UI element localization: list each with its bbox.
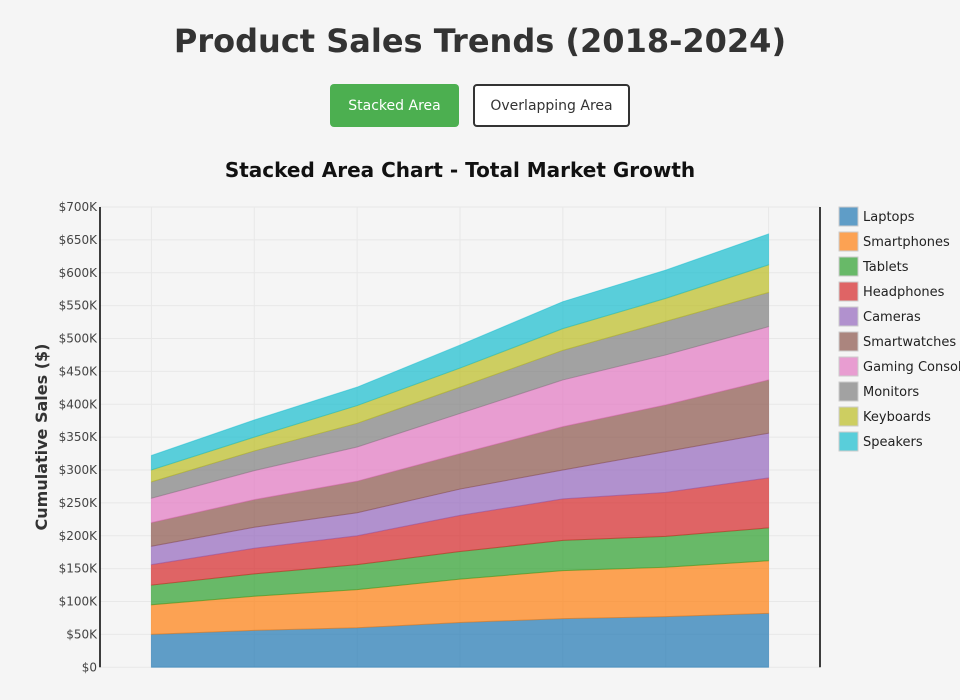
- chart-title: Stacked Area Chart - Total Market Growth: [225, 158, 695, 182]
- y-tick-label: $400K: [59, 397, 99, 411]
- legend-label[interactable]: Headphones: [863, 285, 945, 300]
- y-tick-label: $550K: [59, 299, 99, 313]
- legend-label[interactable]: Monitors: [863, 385, 919, 400]
- y-tick-label: $500K: [59, 332, 99, 346]
- y-tick-label: $50K: [66, 627, 98, 641]
- y-tick-label: $250K: [59, 496, 99, 510]
- legend-swatch: [838, 406, 859, 427]
- y-tick-label: $100K: [59, 595, 99, 609]
- y-tick-label: $700K: [59, 200, 99, 214]
- legend-swatch: [838, 431, 859, 452]
- legend-swatch: [838, 331, 859, 352]
- y-tick-label: $0: [82, 660, 97, 674]
- legend-label[interactable]: Cameras: [863, 310, 921, 325]
- legend-swatch: [838, 231, 859, 252]
- legend-label[interactable]: Tablets: [862, 260, 909, 275]
- legend-swatch: [838, 381, 859, 402]
- legend-swatch: [838, 256, 859, 277]
- area-speakers: [150, 233, 770, 471]
- legend-label[interactable]: Laptops: [863, 210, 915, 225]
- y-tick-label: $200K: [59, 529, 99, 543]
- y-tick-label: $450K: [59, 364, 99, 378]
- legend-label[interactable]: Keyboards: [863, 410, 931, 425]
- stacked-area-button[interactable]: Stacked Area: [330, 84, 459, 127]
- y-tick-label: $300K: [59, 463, 99, 477]
- legend-label[interactable]: Gaming Consoles: [863, 360, 960, 375]
- legend-swatch: [838, 206, 859, 227]
- y-tick-label: $650K: [59, 233, 99, 247]
- legend-label[interactable]: Smartphones: [863, 235, 950, 250]
- y-tick-label: $600K: [59, 266, 99, 280]
- y-tick-label: $350K: [59, 430, 99, 444]
- overlapping-area-button[interactable]: Overlapping Area: [473, 84, 630, 127]
- y-axis-title: Cumulative Sales ($): [32, 344, 51, 531]
- legend-label[interactable]: Smartwatches: [863, 335, 956, 350]
- y-tick-label: $150K: [59, 562, 99, 576]
- legend-swatch: [838, 356, 859, 377]
- page-title: Product Sales Trends (2018-2024): [173, 22, 787, 60]
- legend-label[interactable]: Speakers: [863, 435, 923, 450]
- legend-swatch: [838, 306, 859, 327]
- legend-swatch: [838, 281, 859, 302]
